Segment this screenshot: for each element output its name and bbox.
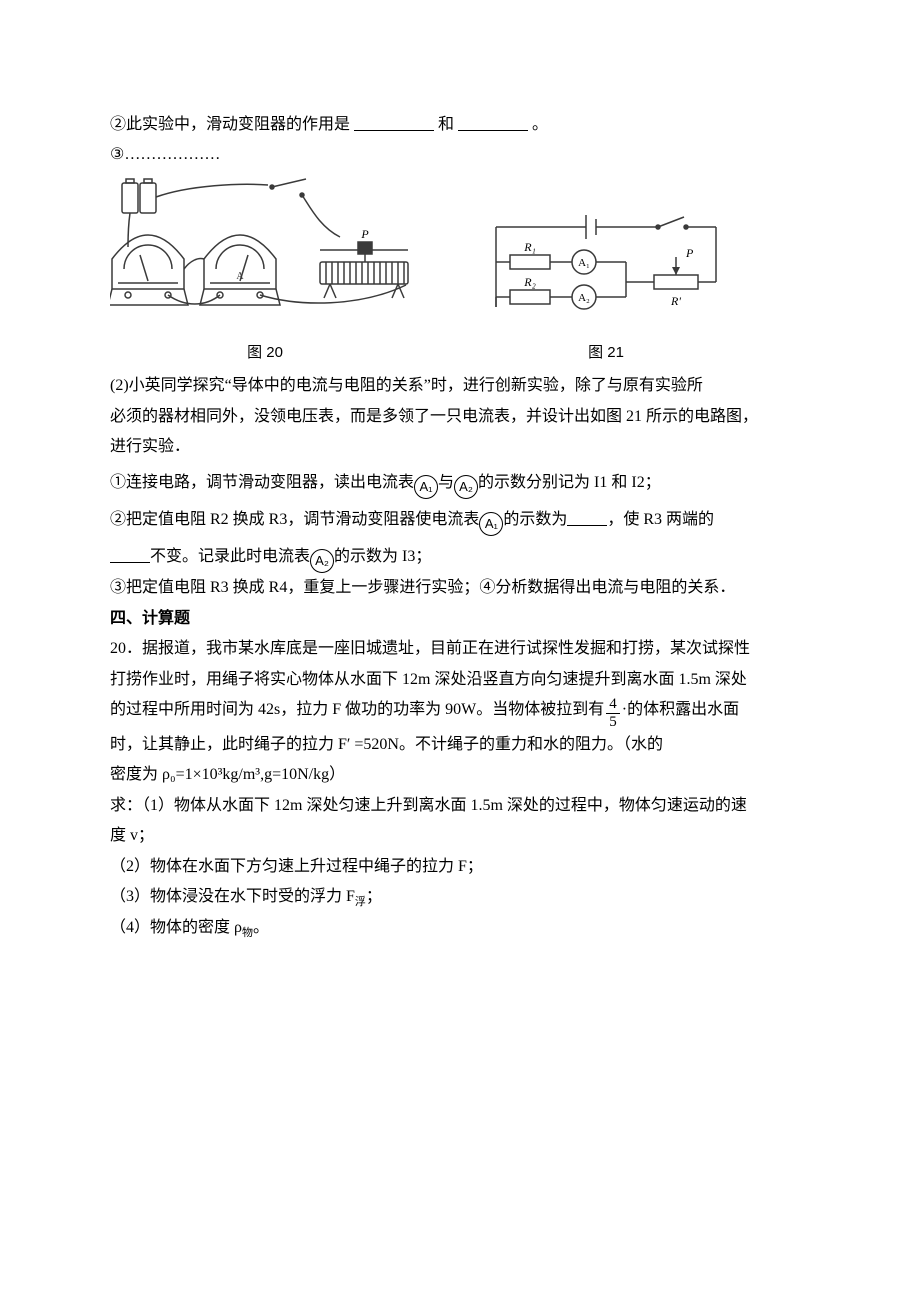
s2-step2-d: 不变。记录此时电流表 <box>150 548 310 565</box>
s2-step1-b: 与 <box>438 474 454 491</box>
svg-text:R₁: R₁ <box>523 240 536 254</box>
q20-l5: 密度为 ρ₀=1×10³kg/m³,g=10N/kg） <box>110 760 810 790</box>
q20-l8: （2）物体在水面下方匀速上升过程中绳子的拉力 F； <box>110 852 810 882</box>
figure-21-caption: 图 21 <box>588 339 624 368</box>
figure-20-svg: A <box>110 177 420 337</box>
figure-20-caption: 图 20 <box>247 339 283 368</box>
q20-l10: （4）物体的密度 ρ物。 <box>110 913 810 944</box>
q-part2-line2-end: 。 <box>532 116 548 133</box>
circle-a2-2: A₂ <box>310 549 334 573</box>
s2-step1-c: 的示数分别记为 I1 和 I2； <box>478 474 661 491</box>
q-part2-line2-pre: ②此实验中，滑动变阻器的作用是 <box>110 116 350 133</box>
q20-l2: 打捞作业时，用绳子将实心物体从水面下 12m 深处沿竖直方向匀速提升到离水面 1… <box>110 665 810 695</box>
q20-l3-a: 的过程中所用时间为 42s，拉力 F 做功的功率为 90W。当物体被拉到有 <box>110 701 604 718</box>
svg-text:R₂: R₂ <box>523 275 536 289</box>
section-4-heading: 四、计算题 <box>110 604 810 634</box>
q20-l3-b: ·的体积露出水面 <box>622 701 739 718</box>
svg-text:R': R' <box>670 294 681 308</box>
blank-1 <box>354 114 434 131</box>
fraction-4-5: 45 <box>606 697 620 730</box>
s2-step2-a: ②把定值电阻 R2 换成 R3，调节滑动变阻器使电流表 <box>110 511 479 528</box>
svg-text:P: P <box>685 246 694 260</box>
s2-step2-c: ，使 R3 两端的 <box>607 511 714 528</box>
q20-l3: 的过程中所用时间为 42s，拉力 F 做功的功率为 90W。当物体被拉到有45·… <box>110 695 810 730</box>
q20-l10-sub: 物 <box>242 927 253 939</box>
blank-3 <box>567 509 607 526</box>
q20-l9-b: ； <box>366 888 382 905</box>
q-part2-line3: ③……………… <box>110 140 810 170</box>
figure-21-svg: R₁ A₁ R₂ A₂ R' <box>476 207 736 337</box>
s2-intro-c: 进行实验． <box>110 432 810 462</box>
s2-step1: ①连接电路，调节滑动变阻器，读出电流表A₁与A₂的示数分别记为 I1 和 I2； <box>110 468 810 499</box>
svg-text:A₂: A₂ <box>578 292 590 304</box>
svg-text:A: A <box>236 271 244 282</box>
q20-l10-b: 。 <box>253 919 269 936</box>
circle-a2-1: A₂ <box>454 475 478 499</box>
s2-step2-line2: 不变。记录此时电流表A₂的示数为 I3； <box>110 542 810 573</box>
q20-l6: 求：（1）物体从水面下 12m 深处匀速上升到离水面 1.5m 深处的过程中，物… <box>110 791 810 821</box>
blank-4 <box>110 546 150 563</box>
s2-intro-a: (2)小英同学探究“导体中的电流与电阻的关系”时，进行创新实验，除了与原有实验所 <box>110 371 810 401</box>
q-part2-line2: ②此实验中，滑动变阻器的作用是 和 。 <box>110 110 810 140</box>
figures-row: A <box>110 177 810 368</box>
s2-step2-b: 的示数为 <box>503 511 567 528</box>
svg-text:P: P <box>360 227 369 241</box>
s2-step2-line1: ②把定值电阻 R2 换成 R3，调节滑动变阻器使电流表A₁的示数为 ，使 R3 两… <box>110 505 810 536</box>
circle-a1-1: A₁ <box>414 475 438 499</box>
figure-20: A <box>110 177 420 368</box>
q20-l9: （3）物体浸没在水下时受的浮力 F浮； <box>110 882 810 913</box>
circle-a1-2: A₁ <box>479 512 503 536</box>
q20-l7: 度 v； <box>110 821 810 851</box>
s2-step1-a: ①连接电路，调节滑动变阻器，读出电流表 <box>110 474 414 491</box>
figure-21: R₁ A₁ R₂ A₂ R' <box>476 207 736 368</box>
s2-step2-e: 的示数为 I3； <box>334 548 431 565</box>
q20-l10-a: （4）物体的密度 ρ <box>110 919 242 936</box>
q20-l4: 时，让其静止，此时绳子的拉力 F′ =520N。不计绳子的重力和水的阻力。（水的 <box>110 730 810 760</box>
s2-intro-b: 必须的器材相同外，没领电压表，而是多领了一只电流表，并设计出如图 21 所示的电… <box>110 402 810 432</box>
q20-l9-sub: 浮 <box>355 896 366 908</box>
blank-2 <box>458 114 528 131</box>
q-part2-line2-mid: 和 <box>438 116 454 133</box>
q20-l9-a: （3）物体浸没在水下时受的浮力 F <box>110 888 355 905</box>
s2-step3: ③把定值电阻 R3 换成 R4，重复上一步骤进行实验；④分析数据得出电流与电阻的… <box>110 573 810 603</box>
q20-l1: 20．据报道，我市某水库底是一座旧城遗址，目前正在进行试探性发掘和打捞，某次试探… <box>110 634 810 664</box>
svg-text:A₁: A₁ <box>578 257 590 269</box>
